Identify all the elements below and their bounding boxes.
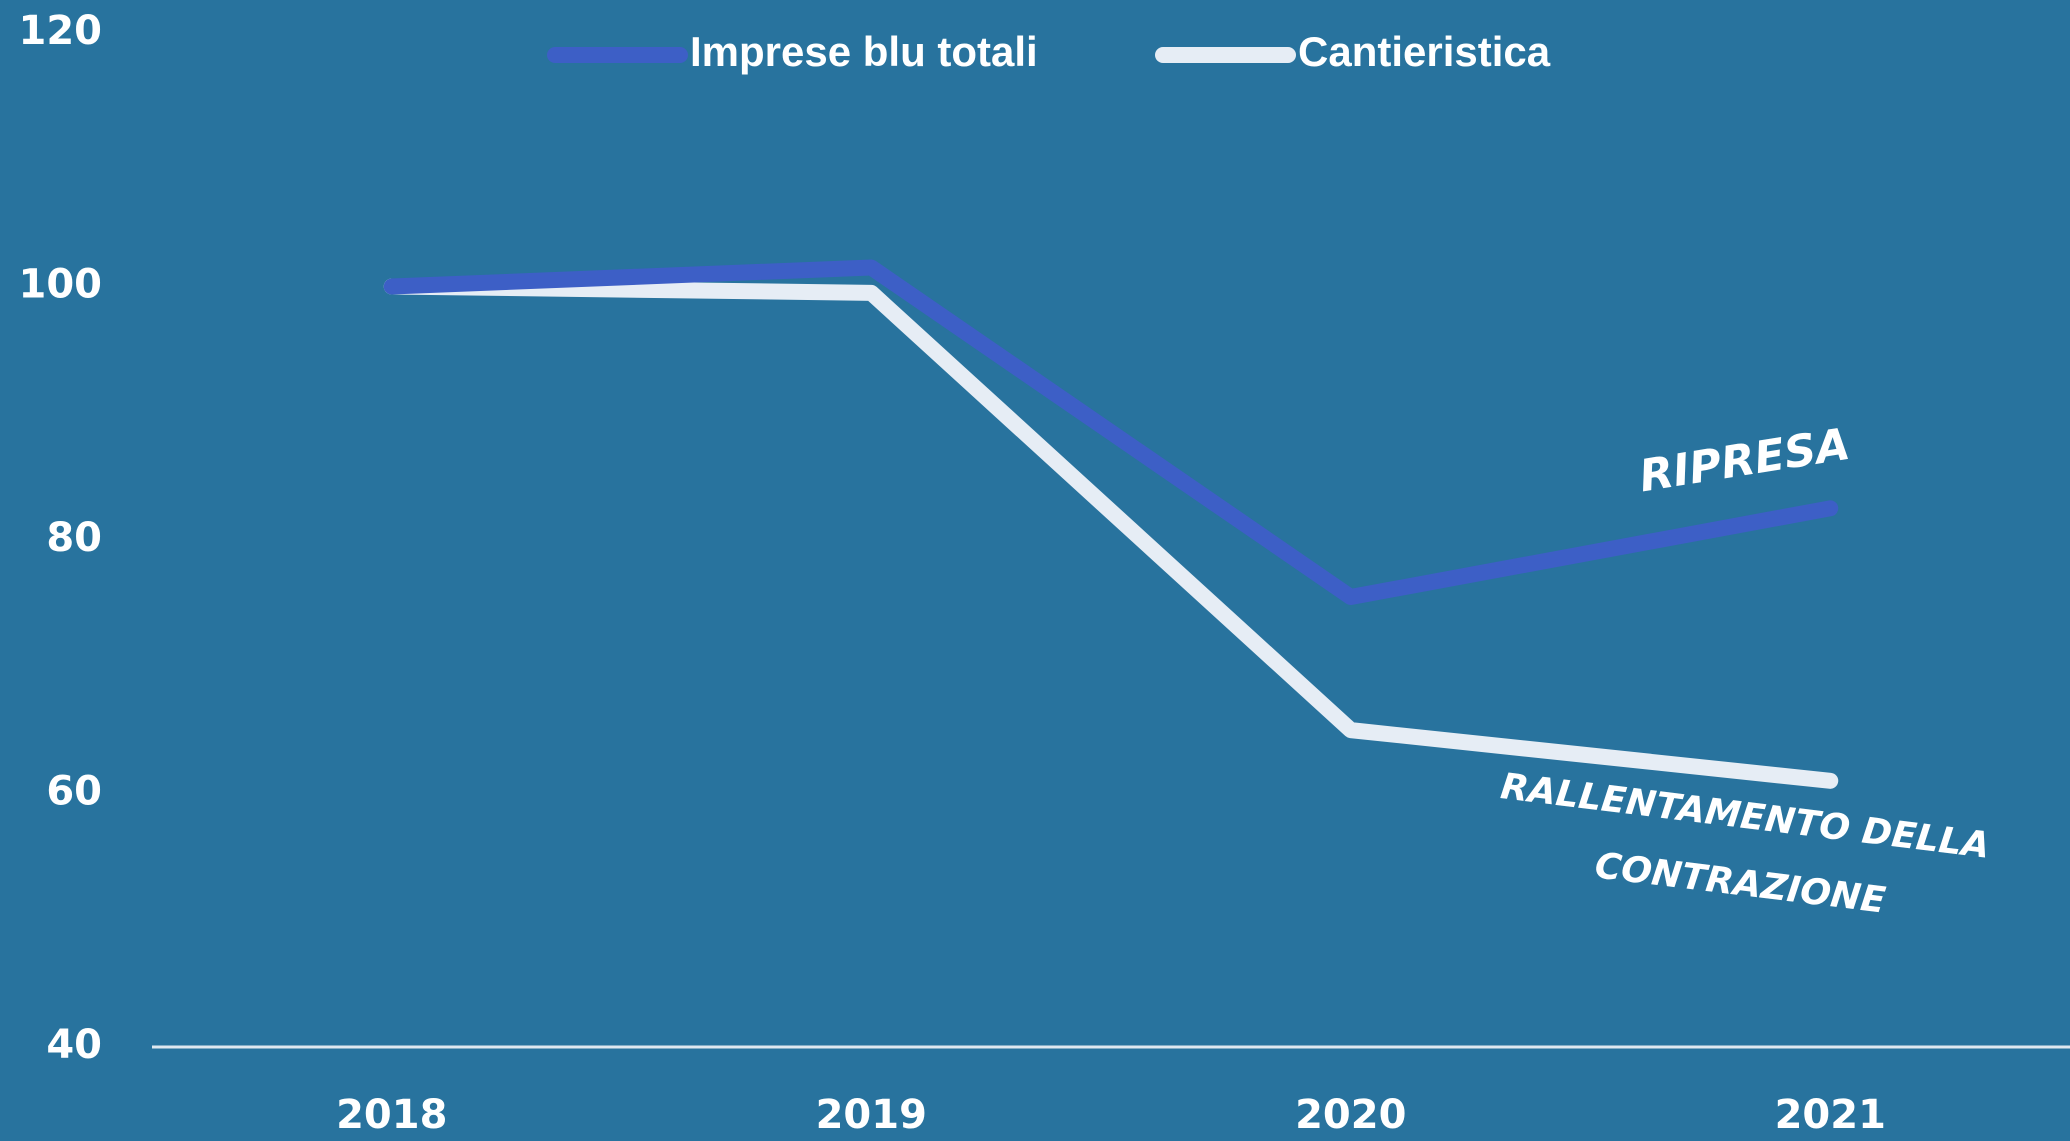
y-tick-label: 100 xyxy=(19,262,103,308)
x-tick-label: 2020 xyxy=(1295,1092,1406,1138)
y-tick-label: 60 xyxy=(46,769,102,815)
y-tick-label: 80 xyxy=(46,515,102,561)
x-tick-label: 2019 xyxy=(816,1092,927,1138)
line-series xyxy=(383,259,1839,606)
y-tick-label: 120 xyxy=(19,8,103,54)
legend-label: Imprese blu totali xyxy=(690,28,1038,75)
x-tick-label: 2021 xyxy=(1775,1092,1886,1138)
line-series xyxy=(383,278,1839,789)
legend-label: Cantieristica xyxy=(1298,28,1551,75)
y-tick-label: 40 xyxy=(46,1022,102,1068)
x-tick-label: 2018 xyxy=(336,1092,447,1138)
